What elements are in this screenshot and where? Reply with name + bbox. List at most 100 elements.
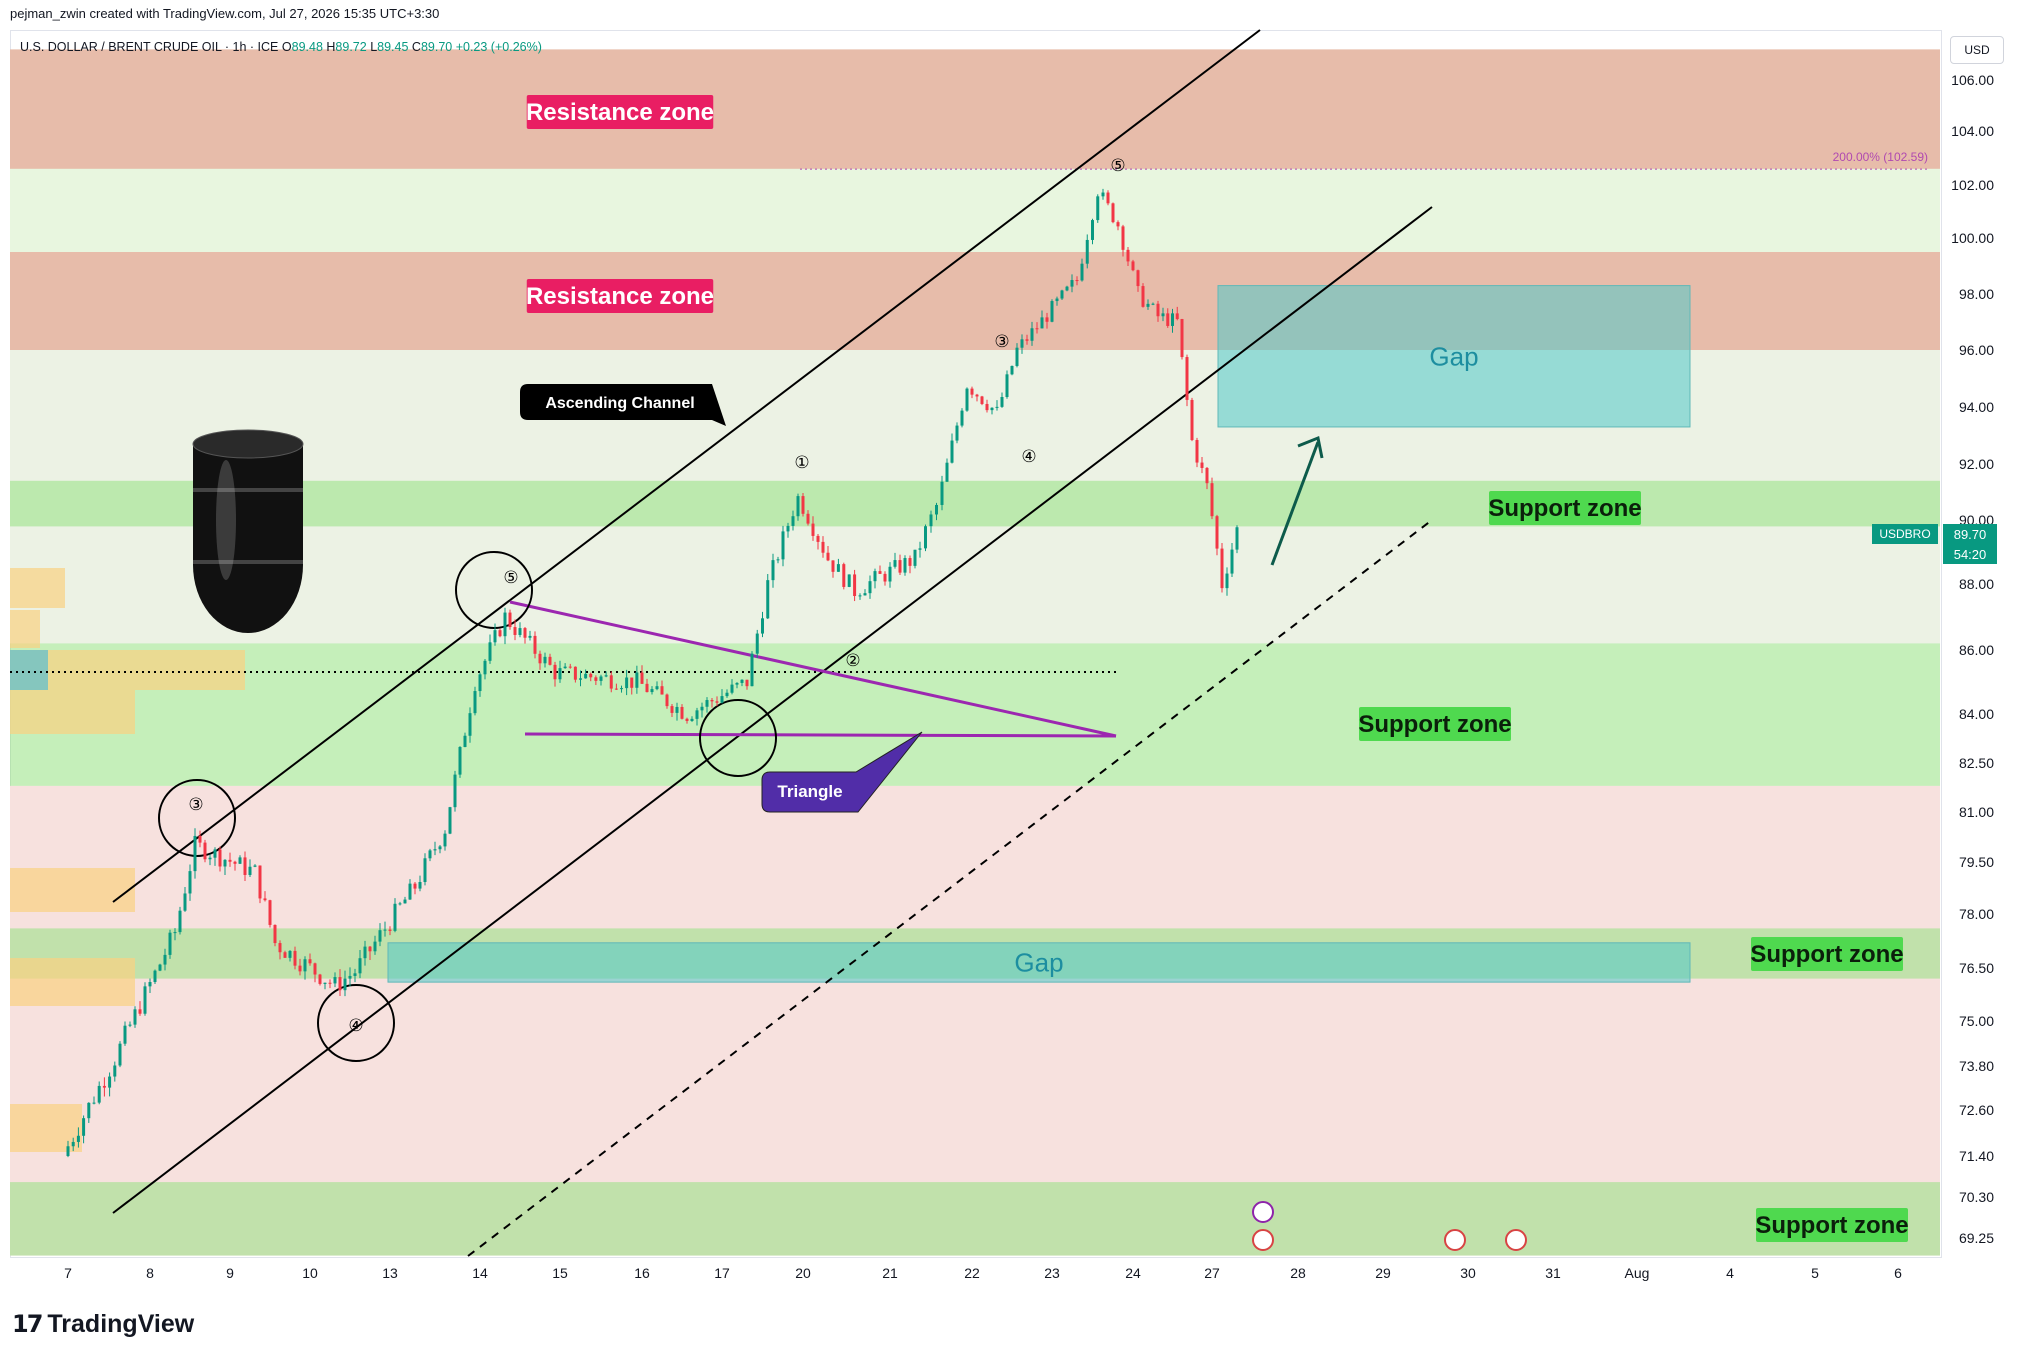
candle-body [695, 710, 699, 719]
candle-body [463, 735, 467, 747]
candle-body [313, 963, 317, 975]
price-tick: 76.50 [1959, 960, 1994, 976]
candle-body [640, 672, 644, 684]
candle-body [403, 899, 407, 904]
time-tick: 6 [1894, 1265, 1902, 1281]
candle-body [675, 706, 679, 713]
candle-body [118, 1043, 122, 1066]
candle-body [700, 706, 704, 711]
candle-body [816, 535, 820, 542]
gap-label-0: Gap [1429, 341, 1478, 371]
candle-body [584, 673, 588, 679]
candle-body [913, 549, 917, 566]
candle-body [1020, 339, 1024, 348]
candle-body [1161, 313, 1165, 317]
candle-body [283, 952, 287, 958]
price-tick: 70.30 [1959, 1189, 1994, 1205]
wave-label-3: ④ [1021, 447, 1036, 467]
candle-body [1010, 365, 1014, 375]
oil-barrel-icon [192, 429, 304, 633]
candle-body [842, 564, 846, 587]
candle-body [1121, 226, 1125, 250]
candle-body [801, 496, 805, 514]
time-tick: 8 [146, 1265, 154, 1281]
event-icon-0 [1252, 1201, 1274, 1223]
barrel-ring-2 [193, 560, 303, 564]
candle-body [87, 1102, 91, 1119]
candle-body [620, 688, 623, 690]
time-tick: 27 [1204, 1265, 1220, 1281]
projection-arrowhead-icon [1297, 435, 1324, 459]
time-tick: 7 [64, 1265, 72, 1281]
price-tick: 98.00 [1959, 286, 1994, 302]
candle-body [248, 866, 252, 875]
candle-body [1070, 280, 1074, 287]
candle-body [238, 857, 242, 864]
zone-label-bg-3 [1359, 707, 1511, 741]
candle-body [766, 580, 770, 619]
triangle-callout-bg [761, 731, 923, 813]
candle-body [458, 746, 462, 775]
candle-body [893, 560, 897, 567]
candle-body [781, 531, 785, 560]
price-tick: 86.00 [1959, 642, 1994, 658]
candle-body [745, 679, 749, 687]
candle-body [76, 1135, 80, 1142]
time-tick: 22 [964, 1265, 980, 1281]
price-tick: 82.50 [1959, 755, 1994, 771]
zone-label-3: Support zone [1358, 711, 1511, 738]
candle-body [1180, 319, 1184, 358]
candle-body [173, 932, 177, 934]
candle-body [614, 688, 618, 690]
high-value: 89.72 [335, 40, 367, 54]
candle-body [183, 893, 187, 911]
price-tick: 88.00 [1959, 576, 1994, 592]
wave-circle-2 [317, 984, 395, 1062]
price-tick: 79.50 [1959, 854, 1994, 870]
candle-body [158, 964, 162, 971]
price-tick: 71.40 [1959, 1148, 1994, 1164]
candle-body [1000, 397, 1004, 407]
zone-label-bg-5 [1756, 1208, 1908, 1242]
price-tick: 104.00 [1951, 123, 1994, 139]
wave-label-6: ④ [348, 1016, 363, 1036]
candle-body [594, 677, 598, 681]
candle-body [1075, 280, 1079, 282]
candle-body [543, 656, 547, 664]
candle-body [898, 560, 902, 573]
candle-body [278, 943, 282, 953]
volume-block-3 [10, 690, 135, 734]
barrel-ring-1 [193, 488, 303, 492]
candle-body [811, 523, 815, 536]
candle-body [1175, 313, 1179, 320]
time-tick: 17 [714, 1265, 730, 1281]
tradingview-brand[interactable]: 𝟭𝟳 TradingView [12, 1310, 194, 1339]
candle-body [363, 946, 367, 959]
candle-body [579, 678, 582, 680]
event-icon-2 [1444, 1229, 1466, 1251]
candle-body [82, 1118, 86, 1136]
wave-circle-0 [455, 551, 533, 629]
candle-body [573, 666, 577, 680]
triangle-upper [509, 600, 1117, 738]
candle-body [438, 846, 442, 850]
candle-body [945, 462, 949, 482]
wave-label-2: ③ [994, 332, 1009, 352]
candle-body [735, 682, 739, 685]
candle-body [1080, 263, 1084, 281]
candle-body [888, 566, 892, 582]
currency-button[interactable]: USD [1950, 36, 2004, 64]
fib-label: 200.00% (102.59) [1833, 150, 1928, 164]
last-price-tag: 89.70 [1943, 524, 1997, 544]
candle-body [128, 1024, 132, 1026]
channel-midline [467, 519, 1433, 1257]
time-tick: 20 [795, 1265, 811, 1281]
candle-body [533, 635, 537, 654]
projection-arrow [1270, 441, 1320, 566]
candle-body [935, 504, 938, 515]
candle-body [831, 560, 835, 572]
candle-body [288, 950, 292, 958]
time-tick: 31 [1545, 1265, 1561, 1281]
candle-body [483, 660, 487, 675]
